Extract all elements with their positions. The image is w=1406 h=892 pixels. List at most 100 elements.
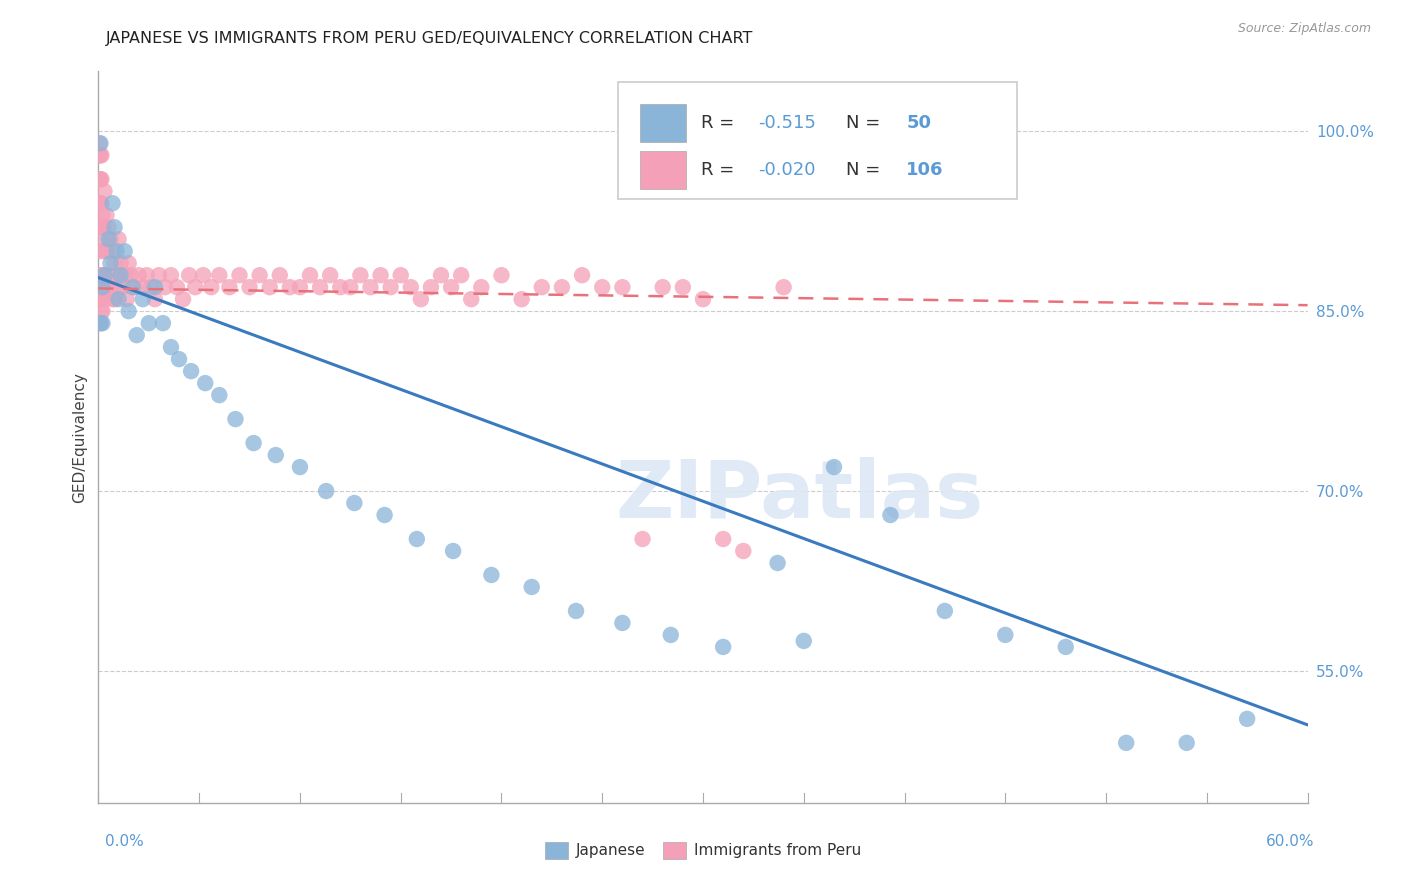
- Point: [103, 256, 125, 270]
- Point: [114, 244, 136, 259]
- Point: [89, 148, 111, 162]
- Point: [470, 280, 492, 294]
- Point: [115, 292, 138, 306]
- Point: [530, 280, 553, 294]
- Point: [612, 615, 634, 630]
- Point: [110, 268, 132, 283]
- Point: [491, 268, 513, 283]
- Point: [153, 280, 176, 294]
- Point: [91, 280, 114, 294]
- Point: [96, 208, 118, 222]
- Text: -0.020: -0.020: [759, 161, 815, 179]
- Point: [659, 628, 682, 642]
- Point: [143, 292, 166, 306]
- Point: [772, 280, 794, 294]
- Point: [132, 292, 155, 306]
- Point: [91, 304, 114, 318]
- Point: [89, 268, 111, 283]
- Point: [89, 196, 111, 211]
- Point: [100, 256, 122, 270]
- Point: [228, 268, 250, 283]
- Point: [96, 244, 118, 259]
- Point: [510, 292, 533, 306]
- Point: [224, 412, 246, 426]
- Point: [97, 232, 120, 246]
- Text: 106: 106: [905, 161, 943, 179]
- Point: [96, 280, 118, 294]
- Point: [430, 268, 453, 283]
- Point: [138, 316, 160, 330]
- FancyBboxPatch shape: [640, 103, 686, 142]
- Point: [374, 508, 396, 522]
- Point: [89, 148, 111, 162]
- Point: [733, 544, 755, 558]
- Point: [1054, 640, 1077, 654]
- Point: [128, 268, 150, 283]
- Point: [91, 280, 114, 294]
- Text: -0.515: -0.515: [759, 113, 817, 131]
- Point: [160, 340, 183, 354]
- Point: [97, 220, 120, 235]
- Point: [89, 268, 111, 283]
- Point: [450, 268, 472, 283]
- Point: [93, 268, 115, 283]
- Point: [405, 532, 427, 546]
- Point: [90, 196, 112, 211]
- Point: [167, 352, 190, 367]
- Point: [571, 268, 593, 283]
- Point: [994, 628, 1017, 642]
- Point: [200, 280, 222, 294]
- Point: [288, 460, 311, 475]
- Point: [319, 268, 342, 283]
- Point: [107, 292, 129, 306]
- Point: [93, 268, 115, 283]
- Point: [278, 280, 301, 294]
- Point: [1175, 736, 1198, 750]
- Text: 0.0%: 0.0%: [105, 834, 145, 849]
- Point: [551, 280, 574, 294]
- Point: [101, 244, 124, 259]
- Point: [89, 196, 111, 211]
- Point: [672, 280, 695, 294]
- Text: R =: R =: [700, 113, 740, 131]
- Point: [160, 268, 183, 283]
- Point: [120, 268, 142, 283]
- Point: [91, 316, 114, 330]
- Point: [89, 136, 111, 151]
- Point: [194, 376, 217, 391]
- Point: [242, 436, 264, 450]
- Text: ZIPatlas: ZIPatlas: [616, 457, 984, 534]
- Point: [118, 304, 141, 318]
- Point: [208, 388, 231, 402]
- Point: [591, 280, 613, 294]
- Point: [90, 148, 112, 162]
- Point: [259, 280, 281, 294]
- Point: [105, 244, 128, 259]
- Point: [172, 292, 194, 306]
- Text: N =: N =: [845, 113, 886, 131]
- Point: [105, 268, 128, 283]
- Point: [114, 268, 136, 283]
- Point: [179, 268, 201, 283]
- Point: [111, 280, 134, 294]
- Point: [288, 280, 311, 294]
- Point: [269, 268, 291, 283]
- Point: [193, 268, 215, 283]
- Point: [89, 292, 111, 306]
- Point: [139, 280, 162, 294]
- Point: [399, 280, 422, 294]
- Point: [329, 280, 352, 294]
- Point: [89, 172, 111, 186]
- Point: [89, 316, 111, 330]
- Point: [125, 328, 148, 343]
- Point: [389, 268, 412, 283]
- Point: [879, 508, 901, 522]
- Point: [101, 196, 124, 211]
- Point: [420, 280, 443, 294]
- Point: [89, 220, 111, 235]
- Point: [218, 280, 240, 294]
- Point: [132, 280, 155, 294]
- Point: [93, 292, 115, 306]
- Point: [89, 172, 111, 186]
- Point: [90, 172, 112, 186]
